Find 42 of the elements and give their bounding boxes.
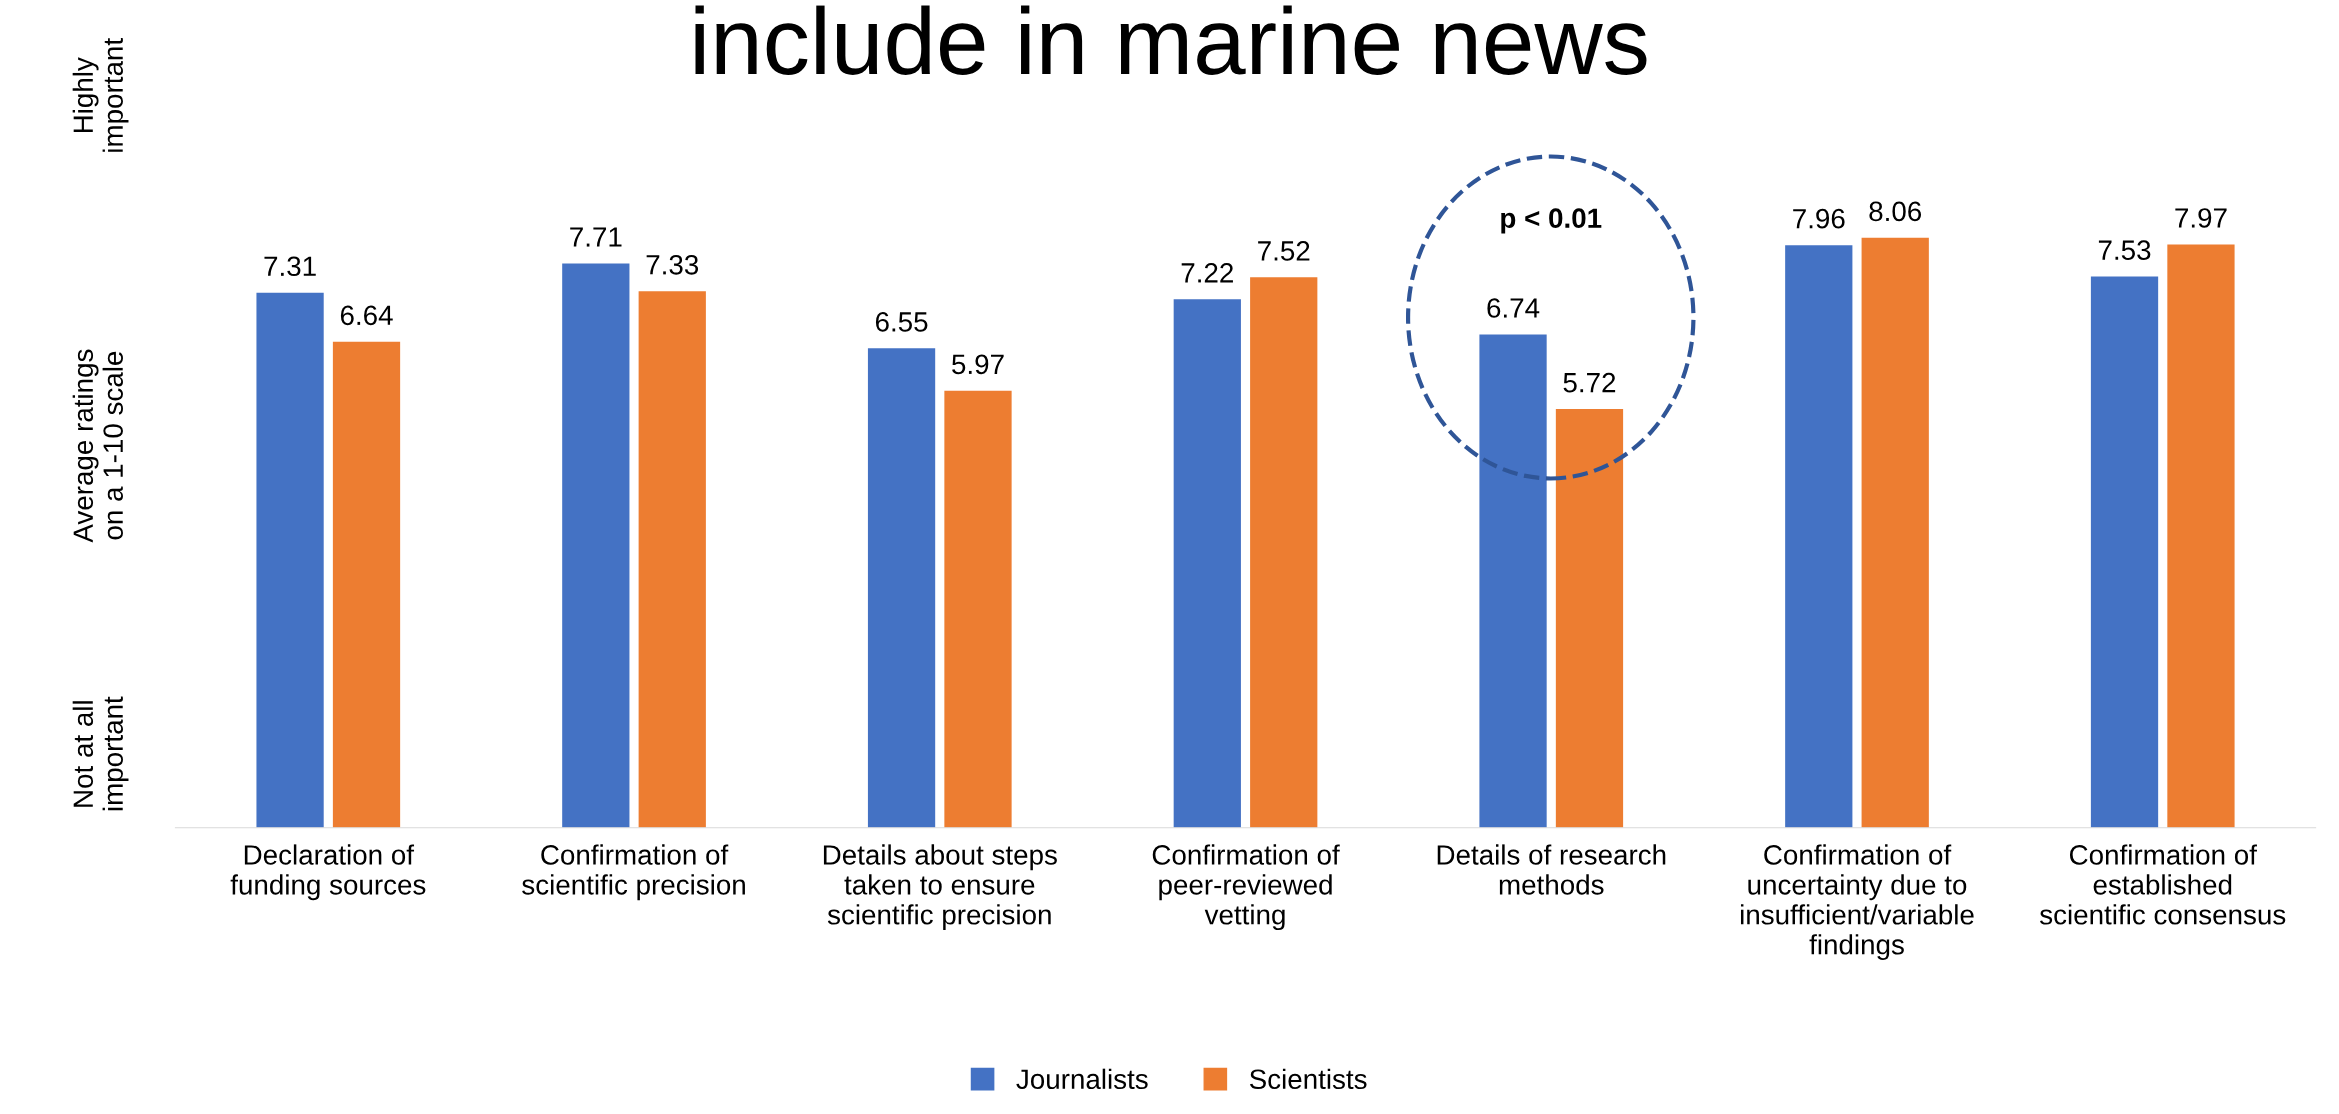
x-tick-label: Details about steps taken to ensure scientific precision bbox=[823, 844, 1057, 931]
data-label: 7.52 bbox=[1258, 241, 1310, 261]
text: p < 0.01 bbox=[1501, 208, 1602, 234]
data-label: 5.72 bbox=[1563, 372, 1616, 393]
data-label: 6.55 bbox=[875, 312, 928, 332]
data-label: 7.96 bbox=[1793, 208, 1845, 229]
data-label: 7.33 bbox=[646, 254, 699, 275]
data-label: 8.06 bbox=[1869, 201, 1922, 222]
text: Highly important bbox=[72, 38, 129, 152]
x-tick-label: Details of research methods bbox=[1437, 844, 1666, 895]
bar bbox=[1785, 245, 1853, 828]
data-label: 7.97 bbox=[2175, 208, 2227, 228]
legend-label: Journalists bbox=[1016, 1068, 1148, 1090]
bar bbox=[562, 263, 630, 828]
x-tick-label: Declaration of funding sources bbox=[230, 844, 426, 901]
x-tick-label: Confirmation of peer-reviewed vetting bbox=[1152, 844, 1340, 931]
data-label: 5.97 bbox=[952, 354, 1004, 375]
bar bbox=[1861, 237, 1929, 828]
data-label: 6.64 bbox=[340, 305, 393, 326]
x-tick-label: Confirmation of scientific precision bbox=[522, 844, 745, 901]
data-label: 7.71 bbox=[570, 227, 622, 247]
bar bbox=[1555, 409, 1624, 828]
bar bbox=[2167, 244, 2235, 828]
bar bbox=[638, 291, 706, 828]
x-tick-label: Confirmation of established scientific consensus bbox=[2040, 844, 2286, 925]
data-label: 7.22 bbox=[1181, 263, 1233, 283]
bar bbox=[332, 341, 401, 828]
data-label: 7.31 bbox=[264, 256, 316, 277]
y-axis-title: Average ratings on a 1-10 scale bbox=[72, 349, 123, 543]
legend-label: Scientists bbox=[1249, 1068, 1367, 1090]
x-tick-label: Confirmation of uncertainty due to insufficient/variable findings bbox=[1740, 844, 1974, 961]
data-label: 6.74 bbox=[1487, 298, 1540, 318]
bar bbox=[256, 292, 324, 828]
bar bbox=[944, 390, 1012, 828]
bar bbox=[2090, 276, 2159, 828]
text: Not at all important bbox=[72, 696, 129, 811]
chart-title: include in marine news bbox=[695, 5, 1647, 75]
bar bbox=[1250, 277, 1318, 828]
bar bbox=[1479, 334, 1547, 828]
bar bbox=[1173, 299, 1241, 828]
data-label: 7.53 bbox=[2098, 240, 2151, 260]
bar bbox=[867, 348, 936, 828]
